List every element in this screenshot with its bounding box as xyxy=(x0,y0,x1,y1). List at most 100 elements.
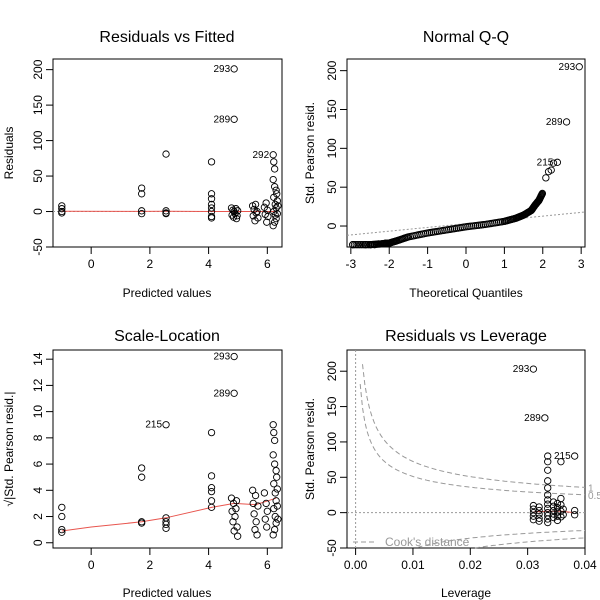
data-point xyxy=(549,498,558,506)
y-tick-label: 8 xyxy=(31,434,45,441)
data-point xyxy=(230,352,238,361)
data-point xyxy=(229,518,237,526)
y-tick-label: 0 xyxy=(31,539,45,546)
data-point xyxy=(269,421,277,429)
data-point xyxy=(535,506,543,515)
data-point xyxy=(367,241,375,249)
data-point xyxy=(271,460,279,468)
data-point xyxy=(571,452,579,460)
outlier-label: 215 xyxy=(537,157,554,168)
data-point xyxy=(230,65,238,73)
data-point xyxy=(562,118,571,126)
data-point xyxy=(544,452,552,460)
plot-frame xyxy=(52,58,283,248)
chart-title: Normal Q-Q xyxy=(423,29,509,46)
data-point xyxy=(207,200,216,209)
data-point xyxy=(260,489,269,497)
data-point xyxy=(271,211,279,219)
x-axis-label: Predicted values xyxy=(123,586,212,600)
y-tick-label: 6 xyxy=(31,460,45,467)
data-point xyxy=(262,499,270,508)
residuals-vs-fitted-panel: Residuals vs Fitted Predicted values Res… xyxy=(2,29,283,300)
data-point xyxy=(269,531,277,539)
data-points xyxy=(58,352,282,540)
y-tick-label: 100 xyxy=(31,130,45,150)
point-labels: 293 289 215 xyxy=(513,364,571,462)
outlier-label: 293 xyxy=(559,62,576,73)
chart-title: Residuals vs Leverage xyxy=(385,328,547,345)
data-point xyxy=(263,507,271,515)
data-point xyxy=(553,158,562,166)
y-tick-label: 150 xyxy=(325,99,339,119)
data-point xyxy=(207,428,216,437)
data-point xyxy=(549,510,558,518)
y-axis-label: Residuals xyxy=(2,127,16,180)
data-point xyxy=(138,473,146,481)
x-tick-label: 0.02 xyxy=(459,558,483,572)
data-point xyxy=(544,491,552,499)
data-point xyxy=(270,207,278,216)
data-point xyxy=(232,214,241,223)
data-point xyxy=(207,195,216,203)
data-point xyxy=(559,511,567,519)
data-point xyxy=(251,200,260,209)
data-point xyxy=(207,212,216,221)
data-point xyxy=(232,497,241,505)
data-point xyxy=(270,428,278,437)
data-point xyxy=(544,484,552,492)
data-point xyxy=(263,218,271,226)
x-tick-label: 0.03 xyxy=(516,558,540,572)
data-point xyxy=(271,436,279,445)
x-tick-label: 0.00 xyxy=(344,558,368,572)
x-ticks: 0 2 4 6 xyxy=(88,547,271,572)
data-point xyxy=(273,473,281,481)
outlier-label: 292 xyxy=(253,150,270,161)
x-tick-label: 2 xyxy=(147,257,154,271)
reference-lines: 0.51 Cook's distance xyxy=(347,350,600,549)
x-tick-label: 0 xyxy=(463,257,470,271)
data-point xyxy=(273,485,281,493)
y-axis-label: √|Std. Pearson resid.| xyxy=(2,392,16,507)
data-point xyxy=(361,241,370,249)
data-point xyxy=(575,63,583,71)
data-point xyxy=(261,515,269,523)
data-point xyxy=(271,489,279,497)
point-labels: 293 289 215 xyxy=(145,352,230,431)
data-point xyxy=(262,199,270,207)
outlier-label: 293 xyxy=(513,364,530,375)
data-point xyxy=(253,531,261,539)
data-point xyxy=(544,477,552,485)
point-labels: 293 289 215 xyxy=(537,62,576,169)
y-tick-label: 200 xyxy=(325,361,339,381)
data-point xyxy=(251,525,259,534)
point-labels: 293 289 292 xyxy=(213,64,269,161)
data-points xyxy=(58,65,282,230)
data-point xyxy=(272,466,280,475)
data-point xyxy=(557,494,565,503)
x-tick-label: 1 xyxy=(501,257,508,271)
data-point xyxy=(270,480,278,488)
data-point xyxy=(273,502,281,510)
data-point xyxy=(162,150,170,158)
cooks-distance-contour xyxy=(359,384,586,496)
cooks-level-label: 1 xyxy=(588,483,594,494)
x-tick-label: 6 xyxy=(264,558,271,572)
outlier-label: 215 xyxy=(554,451,571,462)
x-axis-label: Predicted values xyxy=(123,286,212,300)
x-tick-label: 2 xyxy=(539,257,546,271)
data-point xyxy=(58,202,66,210)
outlier-label: 289 xyxy=(524,413,541,424)
plot-frame xyxy=(52,349,283,549)
data-point xyxy=(269,222,277,230)
data-point xyxy=(138,464,146,472)
data-point xyxy=(544,518,552,527)
data-point xyxy=(272,186,280,194)
cooks-distance-contour xyxy=(417,530,586,548)
data-point xyxy=(544,466,552,474)
data-point xyxy=(207,503,216,512)
y-tick-label: -50 xyxy=(31,238,45,256)
data-point xyxy=(207,158,216,166)
cooks-legend-label: Cook's distance xyxy=(385,535,470,549)
outlier-label: 289 xyxy=(213,114,230,125)
y-tick-label: 0 xyxy=(325,222,339,229)
